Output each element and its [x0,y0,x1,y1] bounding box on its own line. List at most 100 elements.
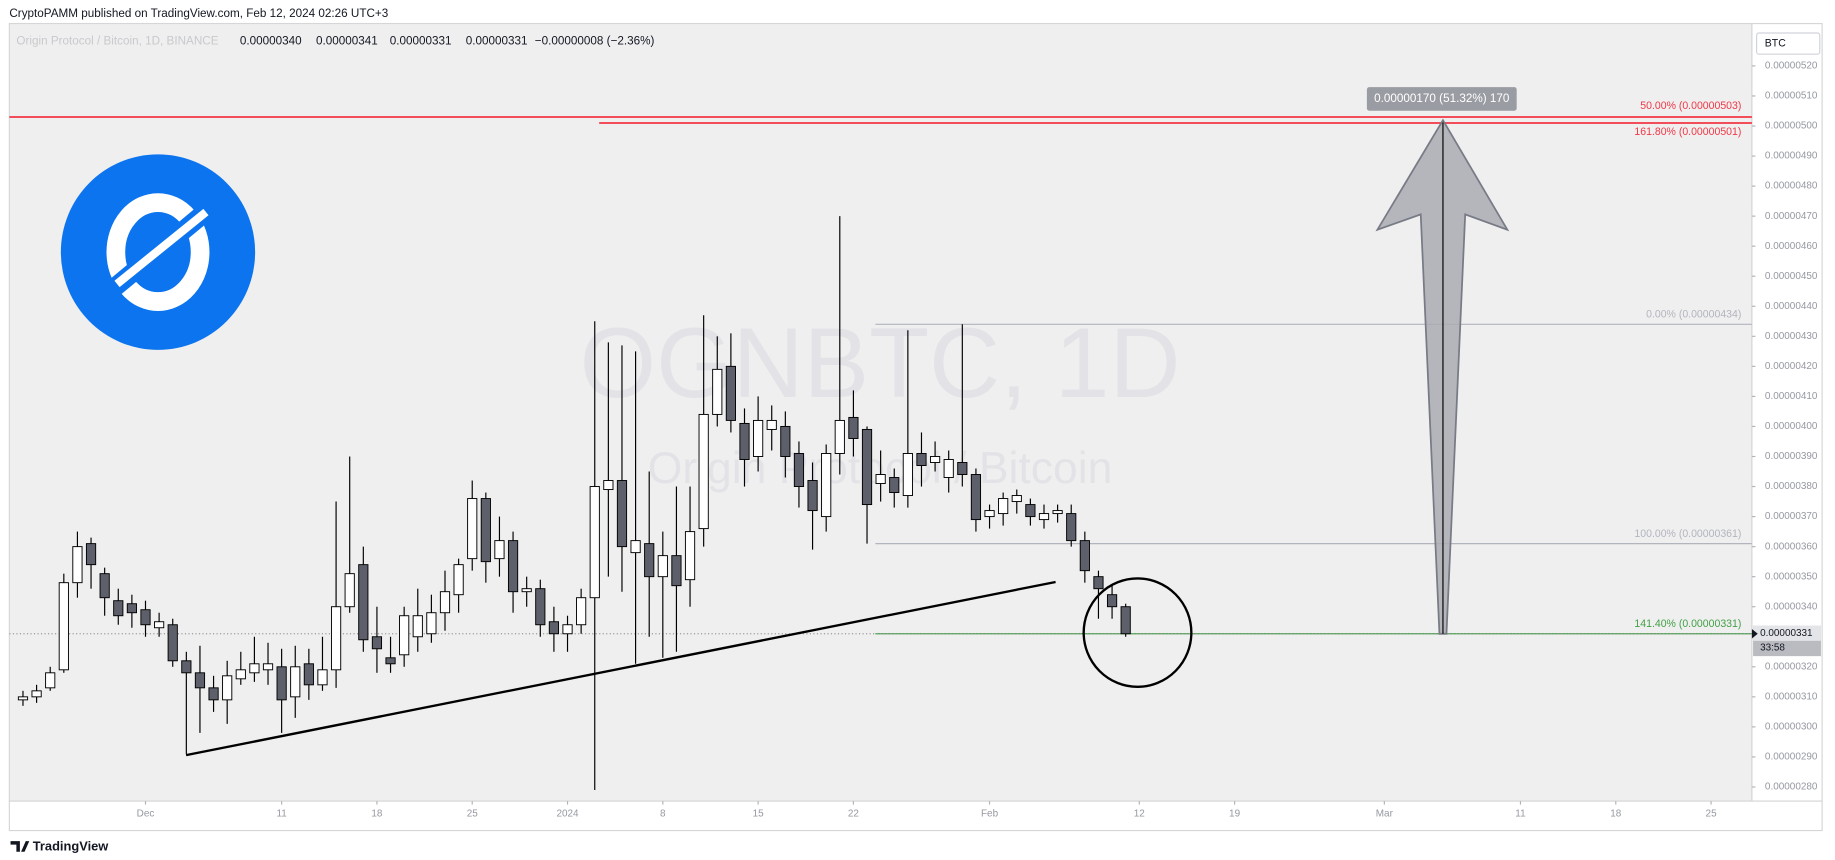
candle-body [766,419,777,430]
candle-body [85,543,97,566]
candle-body [181,660,192,674]
candle-body [276,666,287,701]
candle-body [99,573,110,599]
candle-body [45,672,56,689]
logo-slash [114,208,209,288]
candle-body [412,615,423,638]
candle-body [548,621,560,635]
candle-body [712,368,723,415]
level-label: 0.00% (0.00000434) [1646,309,1741,321]
candle-body [1106,594,1118,608]
candle-body [521,588,532,593]
legend-change: −0.00000008 (−2.36%) [535,34,655,47]
time-axis [8,800,1823,832]
currency: BTC [1765,37,1786,49]
candle-body [208,687,219,701]
x-tick-label: 12 [1134,809,1146,820]
candle-body [154,621,165,629]
y-tick-label: 0.00000300 [1765,722,1818,733]
x-tick-label: 18 [1610,809,1622,820]
candle-body [861,428,873,506]
candle-body [998,498,1009,515]
candle-body [929,456,941,463]
candle-body [453,564,464,596]
footer-text: TradingView [33,838,109,853]
x-tick-label: 2024 [556,809,579,820]
candle-body [17,696,29,701]
y-tick-label: 0.00000350 [1765,571,1818,582]
candle-body [603,480,614,491]
candle-body [698,413,709,530]
y-tick-label: 0.00000280 [1765,782,1818,793]
candle-body [725,365,736,421]
watermark-ticker: OGNBTC, 1D [580,308,1181,418]
currency-box [1756,32,1821,55]
candle-body [222,675,233,701]
candle-body [235,669,246,680]
legend-close: 0.00000331 [466,34,528,47]
candle-body [358,564,369,641]
candle-body [290,666,301,698]
candle-body [344,573,355,608]
candle-body [589,486,600,599]
x-tick-label: Feb [981,809,999,820]
candle-body [72,546,83,584]
x-tick-label: 11 [1515,809,1526,820]
candle-body [562,624,573,635]
candle-body [684,531,696,581]
x-tick-label: Dec [137,809,155,820]
y-tick-label: 0.00000370 [1765,511,1818,522]
candle-body [630,540,641,554]
legend-symbol: Origin Protocol / Bitcoin, 1D, BINANCE [16,34,218,47]
last-price-top [1753,625,1821,641]
candle-body [889,477,900,494]
candle-body [848,416,859,439]
y-tick-label: 0.00000290 [1765,752,1818,763]
y-tick-label: 0.00000490 [1765,151,1818,162]
candle-body [780,425,791,457]
logo-ring [106,193,210,312]
y-tick-label: 0.00000310 [1765,691,1818,702]
y-tick-label: 0.00000460 [1765,241,1818,252]
price-axis [1751,22,1823,802]
candle-body [439,591,451,614]
candle-body [249,663,260,674]
y-tick-label: 0.00000380 [1765,481,1818,492]
y-tick-label: 0.00000510 [1765,91,1818,102]
y-tick-label: 0.00000340 [1765,601,1818,612]
level-label: 100.00% (0.00000361) [1634,528,1741,540]
candle-body [902,453,913,497]
y-tick-label: 0.00000480 [1765,181,1818,192]
candle-body [262,663,274,671]
candle-body [303,663,314,686]
candle-body [1079,540,1090,572]
y-tick-label: 0.00000470 [1765,211,1818,222]
level-label: 50.00% (0.00000503) [1640,100,1741,112]
candle-body [834,419,845,454]
trend-line [185,580,1056,757]
candle-body [984,510,995,518]
plot: 0.00000520 0.00000510 0.00000500 0.00000490… [9,61,1818,820]
level-label: 141.40% (0.00000331) [1634,618,1741,630]
candle-body [467,498,478,560]
x-tick-label: 11 [276,809,287,820]
candle-body [426,612,437,635]
legend-high: 0.00000341 [316,34,378,47]
candle-body [1038,513,1050,521]
y-tick-label: 0.00000400 [1765,421,1818,432]
candle-body [1093,576,1104,590]
y-tick-label: 0.00000500 [1765,121,1818,132]
y-tick-label: 0.00000320 [1765,661,1818,672]
candle-body [576,597,587,626]
legend: Origin Protocol / Bitcoin, 1D, BINANCE 0… [16,34,654,47]
x-tick-label: 25 [467,809,479,820]
candle-body [140,609,151,626]
candle-body [167,624,178,662]
candle-body [644,543,655,578]
legend-low: 0.00000331 [390,34,452,47]
y-tick-label: 0.00000430 [1765,331,1818,342]
candle-body [494,540,505,560]
y-tick-label: 0.00000450 [1765,271,1818,282]
y-tick-label: 0.00000410 [1765,391,1818,402]
